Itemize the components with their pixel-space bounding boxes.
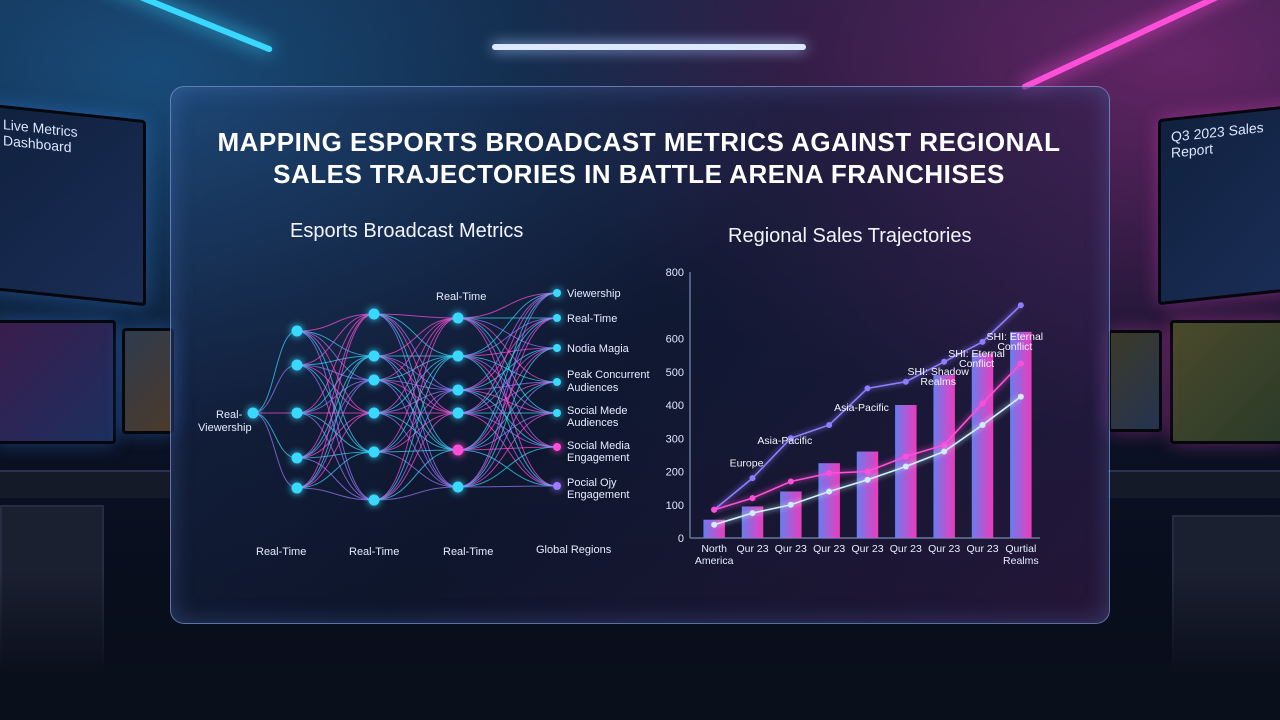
right-monitor-label: Q3 2023 Sales Report (1171, 119, 1264, 161)
left-monitor-game (0, 320, 116, 444)
network-subtitle: Esports Broadcast Metrics (290, 220, 524, 242)
right-monitor-sales: Q3 2023 Sales Report (1158, 104, 1280, 306)
right-monitor-secondary (1108, 330, 1162, 432)
right-monitor-game (1170, 320, 1280, 444)
left-monitor-dashboard: Live Metrics Dashboard (0, 103, 146, 307)
left-desk (0, 470, 170, 498)
title-line-2: SALES TRAJECTORIES IN BATTLE ARENA FRANC… (273, 159, 1005, 189)
chart-title: Regional Sales Trajectories (728, 225, 972, 247)
ceiling-light-center (492, 44, 806, 50)
left-monitor-label: Live Metrics Dashboard (3, 116, 78, 156)
right-desk (1108, 470, 1280, 498)
title-line-1: MAPPING ESPORTS BROADCAST METRICS AGAINS… (217, 127, 1061, 157)
page-title: MAPPING ESPORTS BROADCAST METRICS AGAINS… (170, 126, 1108, 190)
left-monitor-secondary (122, 328, 174, 434)
